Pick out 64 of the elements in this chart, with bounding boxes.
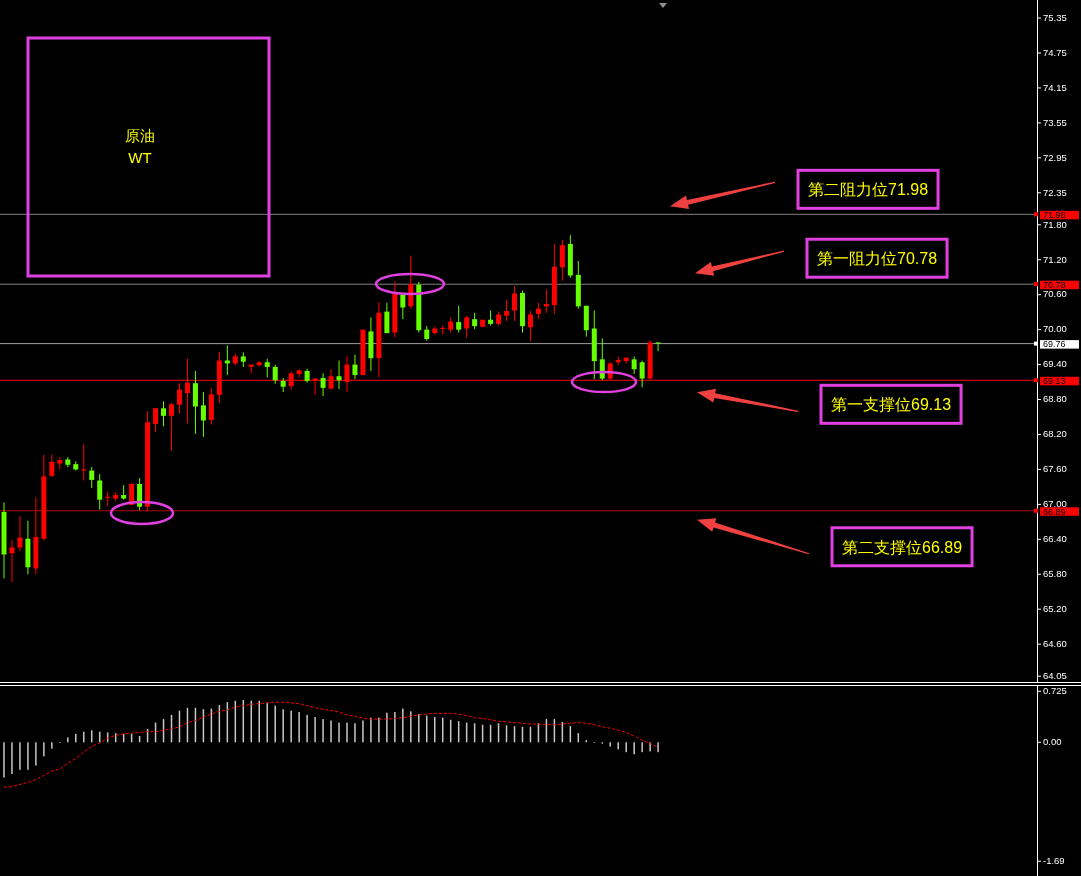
annotation: 第一支撑位69.13 <box>831 396 952 414</box>
annotation: 第二支撑位66.89 <box>842 538 963 556</box>
candlestick <box>169 402 174 452</box>
candlestick <box>264 358 270 378</box>
y-tick-label: 0.00 <box>1043 736 1062 748</box>
candlestick <box>153 407 159 433</box>
candlestick <box>176 382 182 415</box>
candlestick <box>49 453 55 478</box>
candlestick <box>272 364 278 385</box>
y-tick-label: 67.60 <box>1043 463 1067 475</box>
candlestick <box>320 372 326 397</box>
candlestick <box>512 285 518 322</box>
candlestick <box>639 360 645 388</box>
ref-line-label: 70.78 <box>1043 280 1066 291</box>
y-tick-label: 70.00 <box>1043 323 1067 335</box>
y-tick-label: 73.55 <box>1043 116 1067 128</box>
candlestick <box>527 310 533 342</box>
candlestick <box>336 360 342 390</box>
ref-line-label: 71.98 <box>1043 210 1066 221</box>
y-tick-label: 64.60 <box>1043 637 1067 649</box>
y-tick-label: 74.15 <box>1043 81 1067 93</box>
candlestick <box>89 466 95 489</box>
annotation: 原油 <box>125 127 155 144</box>
y-tick-label: 72.95 <box>1043 151 1067 163</box>
y-tick-label: 71.20 <box>1043 253 1067 265</box>
candlestick <box>408 255 414 310</box>
ref-line-label: 69.13 <box>1043 376 1066 387</box>
candlestick <box>192 370 198 435</box>
y-tick-label: 74.75 <box>1043 46 1067 58</box>
annotation: 第二阻力位71.98 <box>808 181 929 199</box>
candlestick <box>137 477 143 511</box>
y-tick-label: 65.20 <box>1043 603 1067 614</box>
y-tick-label: 70.60 <box>1043 288 1067 300</box>
candlestick <box>9 539 15 583</box>
y-tick-label: 66.40 <box>1043 533 1067 545</box>
annotation: 第一阻力位70.78 <box>817 250 938 268</box>
y-tick-label: 75.35 <box>1043 11 1067 23</box>
candlestick <box>384 302 390 334</box>
annotation: WT <box>128 149 152 166</box>
candlestick <box>400 294 406 320</box>
candlestick <box>81 443 87 481</box>
y-tick-label: -1.69 <box>1043 855 1065 867</box>
y-tick-label: 64.05 <box>1043 669 1067 681</box>
candlestick <box>97 473 103 511</box>
ref-line-label: 69.76 <box>1043 339 1066 350</box>
candlestick <box>599 337 605 381</box>
y-tick-label: 71.80 <box>1043 218 1067 230</box>
candlestick <box>456 305 462 334</box>
candlestick <box>296 368 302 378</box>
y-tick-label: 68.20 <box>1043 428 1067 440</box>
y-tick-label: 0.725 <box>1043 685 1067 697</box>
y-tick-label: 69.40 <box>1043 358 1067 370</box>
line-series <box>3 701 659 788</box>
candlestick <box>161 400 167 427</box>
candlestick <box>17 515 23 552</box>
candlestick <box>200 391 206 438</box>
candlestick <box>464 315 470 339</box>
candlestick <box>504 299 510 322</box>
y-tick-label: 65.80 <box>1043 568 1067 580</box>
y-tick-label: 72.35 <box>1043 186 1067 198</box>
y-tick-label: 68.80 <box>1043 393 1067 405</box>
candlestick <box>352 354 358 380</box>
candlestick <box>559 239 565 282</box>
candlestick <box>655 341 661 352</box>
